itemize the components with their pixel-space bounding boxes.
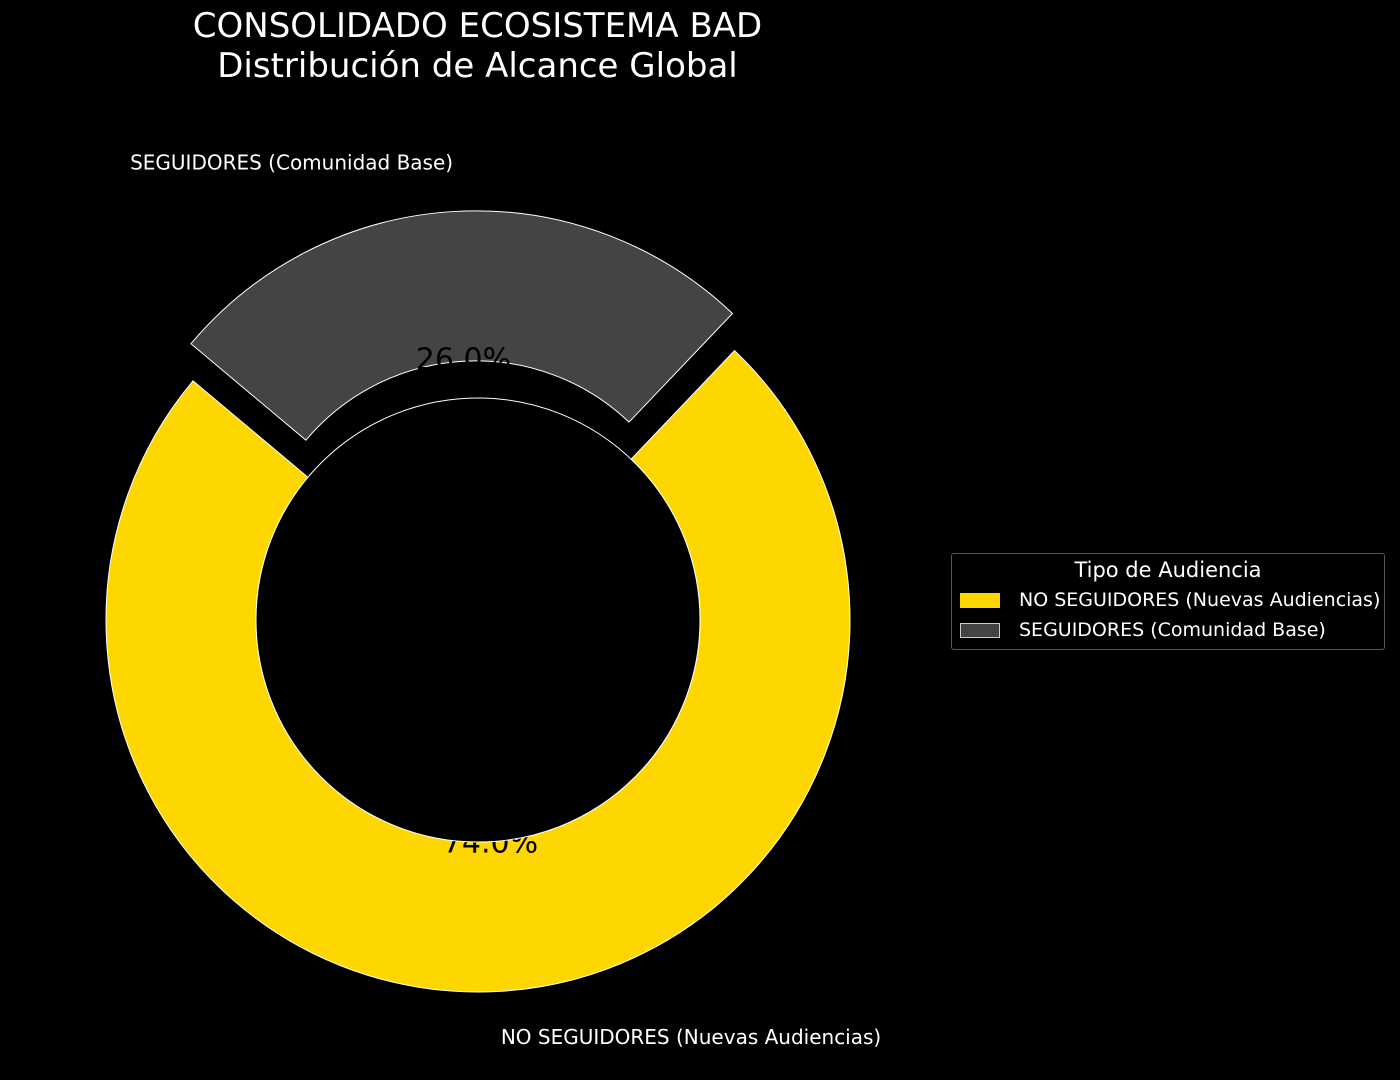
donut-slice-seguidores	[190, 210, 734, 441]
legend: Tipo de Audiencia NO SEGUIDORES (Nuevas …	[951, 553, 1385, 650]
legend-label-seguidores: SEGUIDORES (Comunidad Base)	[1019, 619, 1326, 641]
legend-item-seguidores: SEGUIDORES (Comunidad Base)	[960, 618, 1326, 642]
legend-swatch-no-seguidores	[960, 592, 1000, 608]
chart-title: CONSOLIDADO ECOSISTEMA BAD Distribución …	[0, 6, 955, 86]
chart-subtitle-text: Distribución de Alcance Global	[217, 46, 738, 86]
legend-label-no-seguidores: NO SEGUIDORES (Nuevas Audiencias)	[1019, 589, 1381, 611]
chart-title-text: CONSOLIDADO ECOSISTEMA BAD	[192, 6, 763, 46]
slice-label-seguidores: SEGUIDORES (Comunidad Base)	[130, 150, 453, 174]
legend-item-no-seguidores: NO SEGUIDORES (Nuevas Audiencias)	[960, 588, 1380, 612]
slice-label-no-seguidores: NO SEGUIDORES (Nuevas Audiencias)	[501, 1025, 881, 1049]
donut-center-hole	[255, 397, 701, 843]
legend-swatch-seguidores	[960, 622, 1000, 638]
slice-percent-seguidores: 26.0%	[416, 343, 511, 378]
legend-title: Tipo de Audiencia	[1074, 558, 1262, 582]
